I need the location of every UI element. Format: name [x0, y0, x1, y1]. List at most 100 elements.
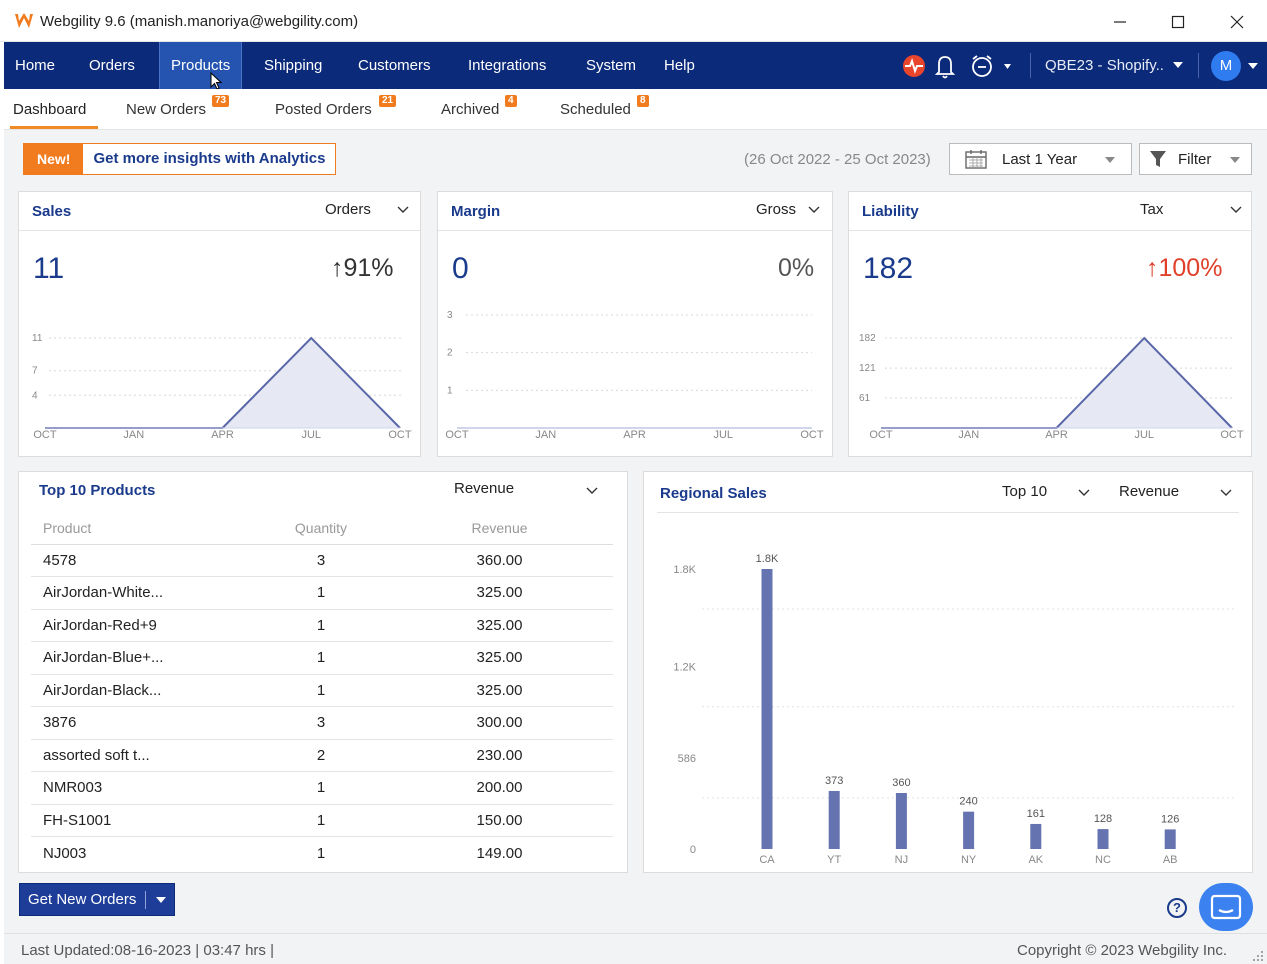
chevron-down-icon[interactable] [155, 896, 166, 904]
liability-type-dropdown[interactable]: Tax [1140, 201, 1164, 218]
product-cell: assorted soft t... [31, 739, 256, 772]
minimize-button[interactable] [1100, 8, 1140, 36]
margin-card: Margin Gross 0 0% 1 2 3 OCT JAN APR JUL OCT [437, 191, 833, 457]
nav-shipping[interactable]: Shipping [264, 57, 323, 74]
chevron-down-icon[interactable] [807, 204, 821, 214]
bar-value-label: 128 [1094, 813, 1112, 825]
card-title: Top 10 Products [39, 482, 156, 499]
quantity-cell: 1 [256, 804, 386, 837]
company-name: QBE23 - Shopify.. [1045, 57, 1164, 74]
nav-integrations[interactable]: Integrations [468, 57, 547, 74]
nav-home[interactable]: Home [15, 57, 56, 74]
chevron-down-icon[interactable] [585, 485, 599, 495]
y-tick-label: 7 [32, 366, 38, 377]
maximize-icon [1171, 15, 1185, 29]
alarm-clock-icon [972, 55, 1011, 77]
card-divider [849, 230, 1251, 231]
quantity-cell: 3 [256, 544, 386, 577]
quantity-cell: 1 [256, 771, 386, 805]
chevron-down-icon[interactable] [1077, 487, 1091, 497]
webgility-logo-icon [15, 13, 33, 28]
y-tick-label: 4 [32, 390, 38, 401]
sales-metric-dropdown[interactable]: Orders [325, 201, 371, 218]
product-cell: NMR003 [31, 771, 256, 805]
nav-orders[interactable]: Orders [89, 57, 135, 74]
bar-value-label: 126 [1161, 813, 1179, 825]
area-fill [881, 338, 1232, 428]
y-tick-label: 586 [678, 753, 696, 765]
help-icon[interactable]: ? [1167, 898, 1187, 918]
avatar: M [1211, 51, 1241, 81]
notifications-button[interactable] [934, 42, 956, 89]
product-cell: AirJordan-Red+9 [31, 609, 256, 642]
resize-grip-icon[interactable] [1252, 950, 1264, 962]
get-new-orders-button[interactable]: Get New Orders [19, 883, 175, 916]
margin-value: 0 [452, 252, 469, 285]
schedule-button[interactable] [970, 42, 1012, 89]
nav-help[interactable]: Help [664, 57, 695, 74]
period-dropdown[interactable]: Last 1 Year [949, 143, 1132, 175]
tab-posted-orders[interactable]: Posted Orders 21 [275, 95, 397, 118]
chevron-down-icon [1173, 62, 1184, 68]
regional-top-dropdown[interactable]: Top 10 [1002, 483, 1048, 500]
new-label: New! [24, 144, 84, 174]
chevron-down-icon[interactable] [396, 204, 410, 214]
quantity-cell: 1 [256, 609, 386, 642]
tab-archived[interactable]: Archived 4 [441, 95, 517, 118]
table-row: NJ003 1 149.00 [31, 837, 613, 870]
top-products-table: Product Quantity Revenue 4578 3 360.00 Air… [31, 512, 613, 869]
y-tick-label: 1 [447, 385, 453, 396]
bar-value-label: 373 [825, 775, 843, 787]
sales-chart: 4 7 11 OCT JAN APR JUL OCT [32, 333, 412, 441]
filter-dropdown[interactable]: Filter [1139, 143, 1252, 175]
x-tick-label: OCT [33, 429, 57, 441]
top-products-metric-dropdown[interactable]: Revenue [454, 480, 515, 497]
nav-customers[interactable]: Customers [358, 57, 431, 74]
nav-products[interactable]: Products [159, 42, 243, 89]
tab-dashboard[interactable]: Dashboard [13, 101, 87, 118]
tab-scheduled[interactable]: Scheduled 8 [560, 95, 649, 118]
revenue-cell: 325.00 [386, 641, 613, 675]
column-header: Product [31, 512, 256, 545]
nav-divider [1198, 53, 1199, 78]
revenue-cell: 200.00 [386, 771, 613, 805]
chevron-down-icon[interactable] [1229, 204, 1243, 214]
sales-value: 11 [33, 252, 65, 285]
card-divider [438, 230, 832, 231]
analytics-promo-button[interactable]: New! Get more insights with Analytics [23, 143, 337, 175]
get-new-orders-label: Get New Orders [28, 891, 137, 908]
chevron-down-icon [1230, 157, 1240, 163]
activity-status-button[interactable] [902, 42, 926, 89]
chevron-down-icon[interactable] [1219, 487, 1233, 497]
revenue-cell: 150.00 [386, 804, 613, 837]
period-value: Last 1 Year [1002, 151, 1078, 168]
y-tick-label: 11 [32, 333, 43, 344]
x-tick-label: YT [827, 854, 841, 866]
regional-metric-dropdown[interactable]: Revenue [1119, 483, 1180, 500]
tab-badge: 4 [505, 95, 517, 107]
date-range: (26 Oct 2022 - 25 Oct 2023) [744, 151, 931, 168]
card-divider [657, 512, 1239, 513]
product-cell: FH-S1001 [31, 804, 256, 837]
heartbeat-icon [903, 55, 925, 77]
table-row: AirJordan-White... 1 325.00 [31, 576, 613, 610]
nav-divider [1030, 53, 1031, 78]
bar [761, 569, 773, 849]
y-tick-label: 1.8K [673, 564, 696, 576]
bar-value-label: 161 [1027, 808, 1045, 820]
card-divider [19, 230, 420, 231]
company-selector[interactable]: QBE23 - Shopify.. [1045, 42, 1184, 89]
tab-new-orders[interactable]: New Orders 73 [126, 95, 230, 118]
y-tick-label: 61 [859, 393, 871, 404]
product-cell: NJ003 [43, 844, 87, 862]
maximize-button[interactable] [1158, 8, 1198, 36]
y-tick-label: 182 [859, 333, 876, 344]
close-button[interactable] [1217, 8, 1257, 36]
minimize-icon [1114, 21, 1126, 23]
quantity-cell: 1 [256, 674, 386, 707]
tab-badge: 8 [637, 95, 649, 107]
revenue-cell: 230.00 [386, 739, 613, 772]
nav-system[interactable]: System [586, 57, 637, 74]
chat-button[interactable] [1199, 883, 1253, 931]
margin-type-dropdown[interactable]: Gross [756, 201, 797, 218]
